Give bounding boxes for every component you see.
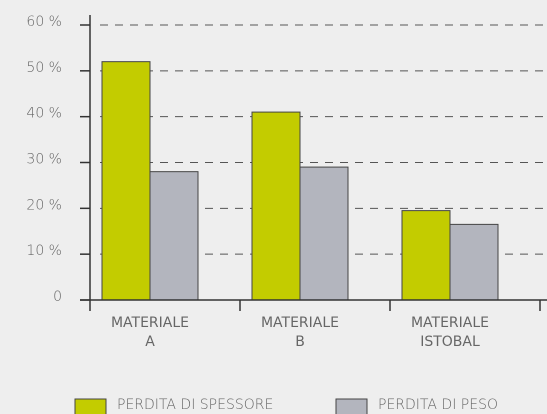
y-tick-label: 0 <box>53 289 62 305</box>
legend-swatch <box>335 398 368 414</box>
legend-label: PERDITA DI SPESSORE <box>117 397 273 413</box>
legend-label: PERDITA DI PESO <box>378 397 498 413</box>
bar <box>401 210 451 301</box>
bar <box>251 111 301 301</box>
y-tick-label: 10 % <box>26 243 62 259</box>
y-tick-label: 60 % <box>26 14 62 30</box>
bar <box>449 223 499 301</box>
x-tick-label: MATERIALE ISTOBAL <box>410 315 490 350</box>
y-tick-label: 20 % <box>26 197 62 213</box>
y-tick-label: 40 % <box>26 106 62 122</box>
bar <box>149 171 199 301</box>
x-tick-label: MATERIALE A <box>110 315 190 350</box>
bar <box>299 166 349 301</box>
y-tick-label: 30 % <box>26 152 62 168</box>
x-tick-label: MATERIALE B <box>260 315 340 350</box>
legend-swatch <box>74 398 107 414</box>
y-tick-label: 50 % <box>26 60 62 76</box>
bar <box>101 61 151 301</box>
